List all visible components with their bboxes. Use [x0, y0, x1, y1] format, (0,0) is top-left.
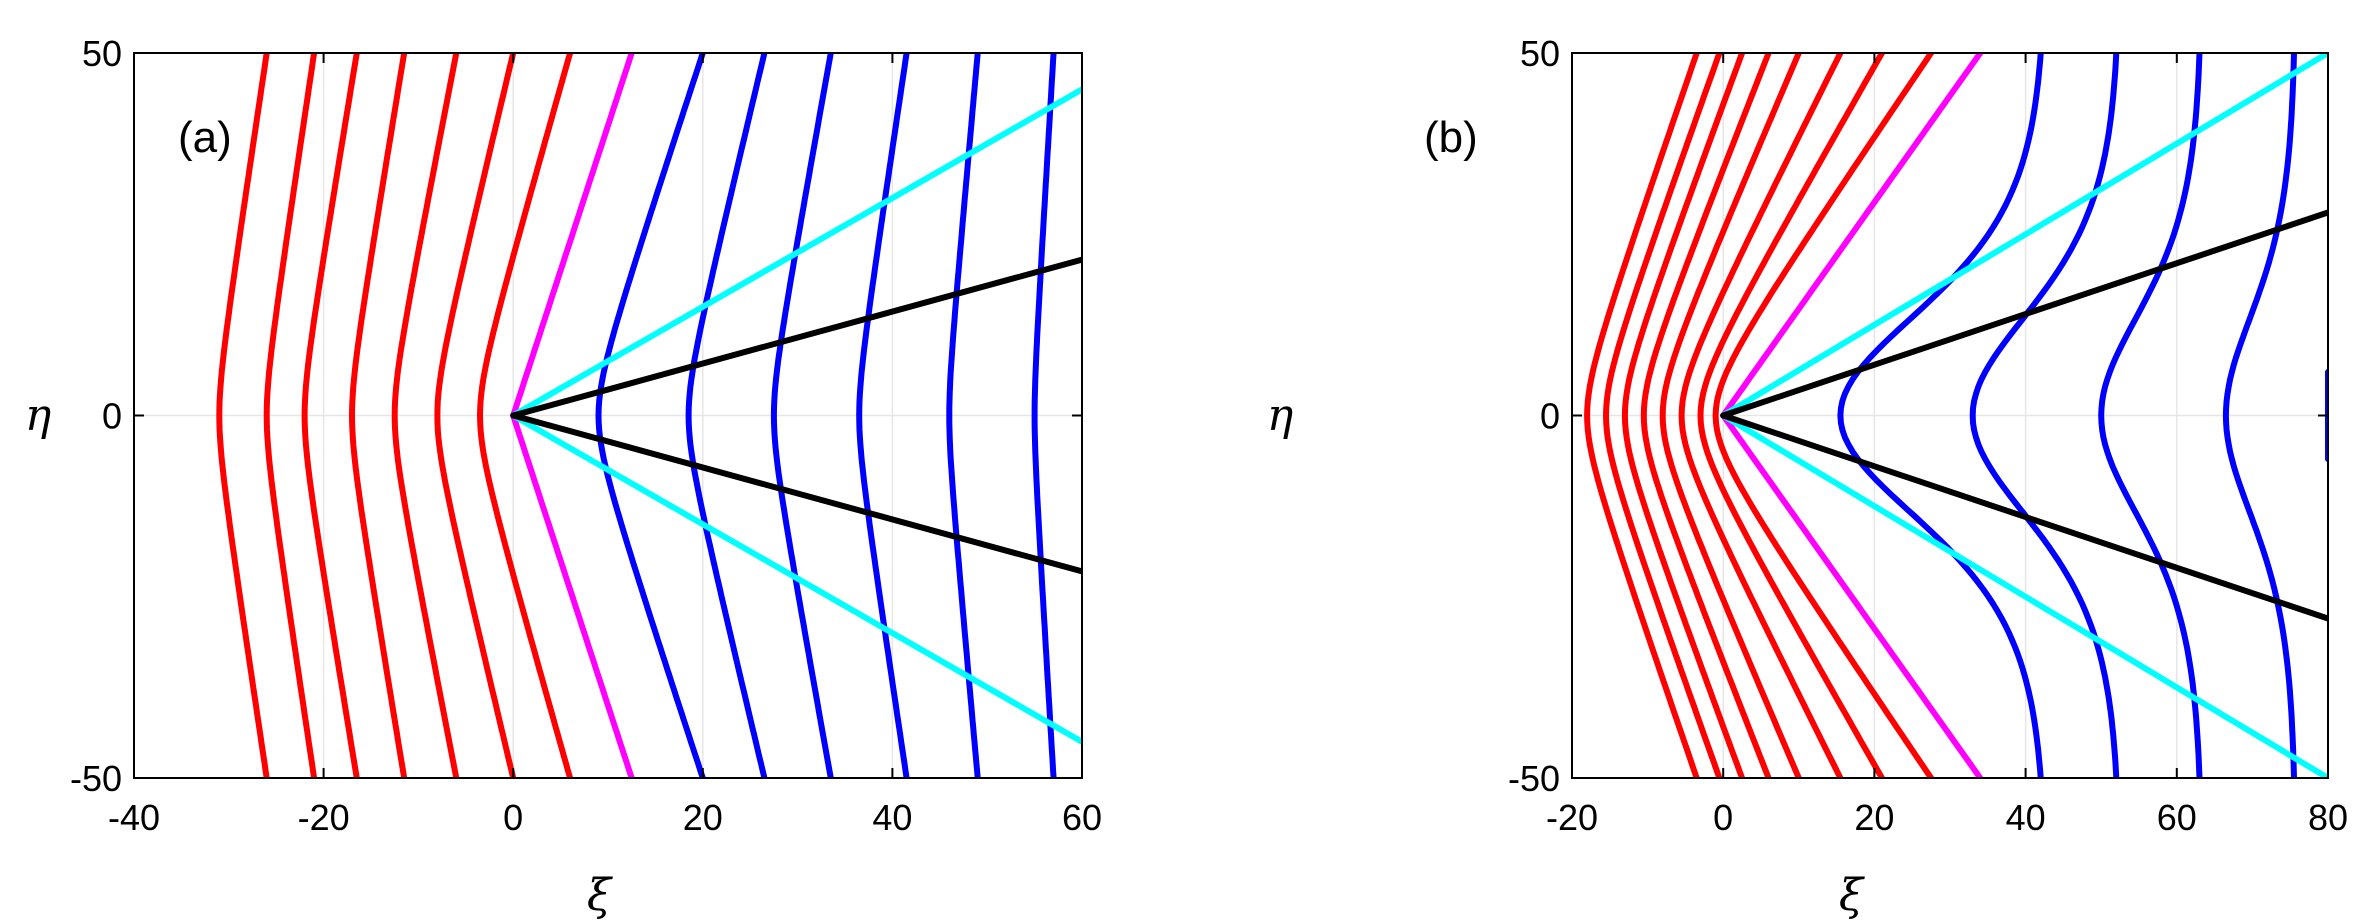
y-tick-label: 0 — [102, 396, 122, 437]
series-line — [1584, 53, 1700, 778]
series-line — [2222, 53, 2297, 778]
x-tick-label: 20 — [683, 797, 723, 838]
y-tick-label: 0 — [1540, 396, 1560, 437]
series-line — [1640, 53, 1772, 778]
series-line — [770, 53, 834, 778]
series-line — [1837, 53, 2044, 778]
series-line — [1659, 53, 1802, 778]
x-tick-label: 60 — [1062, 797, 1102, 838]
series-line — [301, 53, 360, 778]
series-line — [1720, 412, 2328, 778]
y-axis-label-a: η — [25, 390, 51, 441]
series-line — [1712, 53, 1935, 778]
series-line — [510, 86, 1082, 419]
x-axis-label-b: ξ — [1839, 870, 1866, 921]
x-tick-label: -20 — [1546, 797, 1598, 838]
series-line — [477, 53, 574, 778]
x-tick-label: 40 — [2006, 797, 2046, 838]
series-line — [946, 53, 981, 778]
series-line — [856, 53, 910, 778]
series-line — [1603, 53, 1723, 778]
series-line — [263, 53, 318, 778]
series-line — [434, 53, 517, 778]
series-line — [1720, 209, 2328, 419]
panel-label-a: (a) — [178, 113, 232, 162]
x-tick-label: 20 — [1854, 797, 1894, 838]
y-tick-label: 50 — [82, 33, 122, 74]
series-line — [1031, 53, 1057, 778]
y-tick-label: -50 — [1508, 758, 1560, 799]
series-line — [216, 53, 270, 778]
series-line — [595, 53, 706, 778]
x-tick-label: -20 — [298, 797, 350, 838]
series-line — [510, 256, 1082, 419]
series-line — [1678, 53, 1844, 778]
x-tick-label: 0 — [1713, 797, 1733, 838]
y-tick-label: -50 — [70, 758, 122, 799]
x-tick-label: 60 — [2157, 797, 2197, 838]
series-line — [510, 412, 1082, 745]
series-line — [391, 53, 460, 778]
series-line — [349, 53, 408, 778]
panel-b: (b) ξ η -20 0 20 40 60 80 -50 0 50 — [1267, 33, 2348, 921]
x-tick-label: 0 — [503, 797, 523, 838]
y-tick-label: 50 — [1520, 33, 1560, 74]
x-axis-label-a: ξ — [587, 870, 614, 921]
y-axis-label-b: η — [1267, 390, 1293, 441]
series-line — [1720, 53, 2328, 419]
series-line — [510, 412, 1082, 575]
series-line — [2098, 53, 2203, 778]
panel-a: (a) ξ η -40 -20 0 20 40 60 -50 0 50 — [25, 33, 1102, 921]
panel-label-b: (b) — [1424, 113, 1478, 162]
series-line — [1621, 53, 1746, 778]
series-line — [685, 53, 768, 778]
x-tick-label: 40 — [872, 797, 912, 838]
x-tick-label: 80 — [2308, 797, 2348, 838]
x-tick-label: -40 — [108, 797, 160, 838]
series-line — [1969, 53, 2120, 778]
series-line — [1720, 412, 2328, 622]
series-line — [1697, 53, 1885, 778]
